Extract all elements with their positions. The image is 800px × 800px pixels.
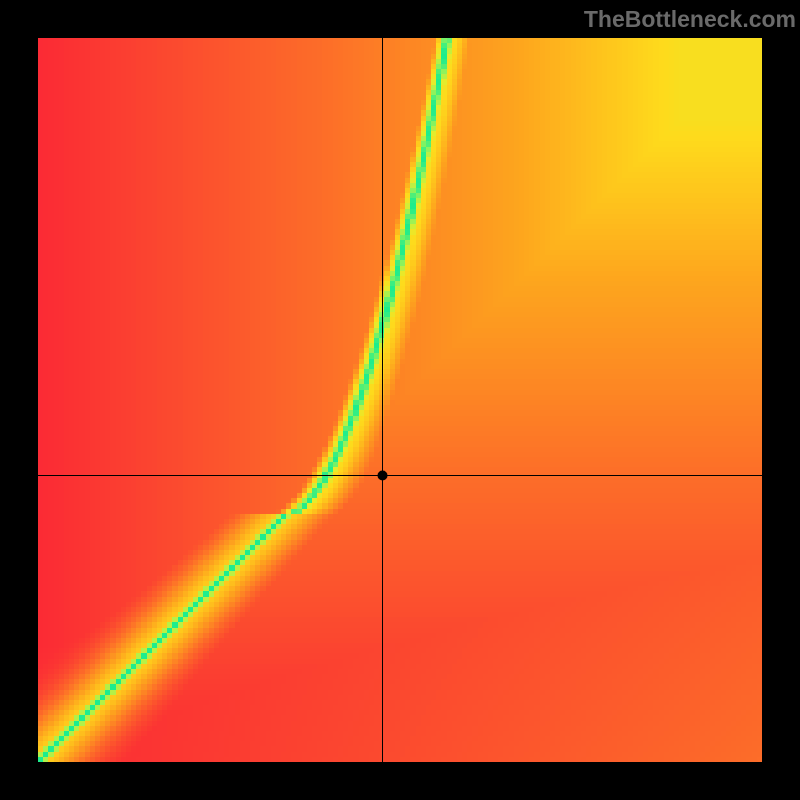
watermark-text: TheBottleneck.com — [584, 6, 796, 33]
heatmap-plot — [38, 38, 762, 762]
